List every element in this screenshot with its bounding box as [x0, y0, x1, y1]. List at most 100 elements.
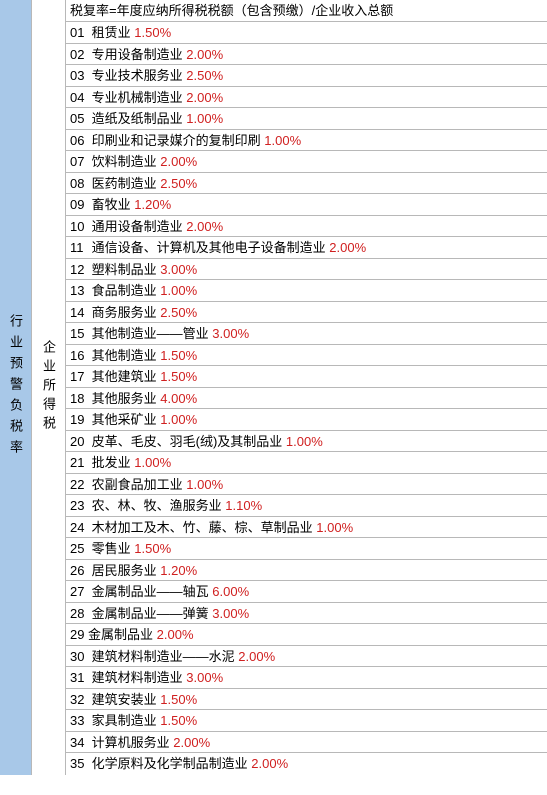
- table-row: 03 专业技术服务业 2.50%: [66, 65, 547, 87]
- industry-label: 其他建筑业: [92, 369, 157, 384]
- tax-rate-percent: 1.00%: [264, 133, 301, 148]
- table-row: 32 建筑安装业 1.50%: [66, 689, 547, 711]
- tax-rate-percent: 3.00%: [160, 262, 197, 277]
- tax-rate-percent: 1.00%: [160, 283, 197, 298]
- industry-label: 通信设备、计算机及其他电子设备制造业: [92, 240, 326, 255]
- tax-rate-percent: 2.50%: [186, 68, 223, 83]
- table-row: 19 其他采矿业 1.00%: [66, 409, 547, 431]
- table-row: 15 其他制造业——管业 3.00%: [66, 323, 547, 345]
- table-row: 01 租赁业 1.50%: [66, 22, 547, 44]
- row-number: 34: [70, 732, 88, 754]
- table-row: 20 皮革、毛皮、羽毛(绒)及其制品业 1.00%: [66, 431, 547, 453]
- row-number: 22: [70, 474, 88, 496]
- table-row: 04 专业机械制造业 2.00%: [66, 87, 547, 109]
- industry-label: 其他服务业: [92, 391, 157, 406]
- industry-label: 饮料制造业: [92, 154, 157, 169]
- category-label: 行业预警负税率: [6, 314, 25, 461]
- tax-rate-percent: 1.50%: [160, 348, 197, 363]
- tax-rate-percent: 2.00%: [173, 735, 210, 750]
- category-label-column: 行业预警负税率: [0, 0, 32, 775]
- industry-label: 租赁业: [92, 25, 131, 40]
- row-number: 33: [70, 710, 88, 732]
- formula-text: 税复率=年度应纳所得税税额（包含预缴）/企业收入总额: [70, 3, 393, 18]
- industry-label: 金属制品业: [88, 627, 153, 642]
- row-number: 27: [70, 581, 88, 603]
- industry-label: 畜牧业: [92, 197, 131, 212]
- row-number: 24: [70, 517, 88, 539]
- tax-rate-percent: 2.00%: [157, 627, 194, 642]
- row-number: 08: [70, 173, 88, 195]
- industry-label: 专业技术服务业: [92, 68, 183, 83]
- industry-label: 化学原料及化学制品制造业: [92, 756, 248, 771]
- row-number: 14: [70, 302, 88, 324]
- row-number: 16: [70, 345, 88, 367]
- row-number: 20: [70, 431, 88, 453]
- industry-label: 造纸及纸制品业: [92, 111, 183, 126]
- row-number: 11: [70, 237, 88, 259]
- industry-label: 专业机械制造业: [92, 90, 183, 105]
- tax-rate-percent: 4.00%: [160, 391, 197, 406]
- industry-label: 食品制造业: [92, 283, 157, 298]
- tax-rate-percent: 6.00%: [212, 584, 249, 599]
- industry-label: 居民服务业: [92, 563, 157, 578]
- industry-label: 专用设备制造业: [92, 47, 183, 62]
- table-row: 24 木材加工及木、竹、藤、棕、草制品业 1.00%: [66, 517, 547, 539]
- row-number: 09: [70, 194, 88, 216]
- industry-label: 商务服务业: [92, 305, 157, 320]
- industry-label: 批发业: [92, 455, 131, 470]
- data-column: 税复率=年度应纳所得税税额（包含预缴）/企业收入总额 01 租赁业 1.50%0…: [66, 0, 547, 775]
- table-row: 18 其他服务业 4.00%: [66, 388, 547, 410]
- industry-label: 其他制造业——管业: [92, 326, 209, 341]
- tax-rate-percent: 3.00%: [212, 326, 249, 341]
- industry-label: 其他制造业: [92, 348, 157, 363]
- industry-label: 建筑材料制造业: [92, 670, 183, 685]
- table-row: 16 其他制造业 1.50%: [66, 345, 547, 367]
- row-number: 29: [70, 624, 88, 646]
- table-row: 11 通信设备、计算机及其他电子设备制造业 2.00%: [66, 237, 547, 259]
- industry-label: 通用设备制造业: [92, 219, 183, 234]
- tax-rate-percent: 1.20%: [134, 197, 171, 212]
- industry-label: 其他采矿业: [92, 412, 157, 427]
- industry-label: 医药制造业: [92, 176, 157, 191]
- tax-type-column: 企业所得税: [32, 0, 66, 775]
- row-number: 32: [70, 689, 88, 711]
- row-number: 19: [70, 409, 88, 431]
- row-number: 31: [70, 667, 88, 689]
- tax-rate-percent: 1.00%: [160, 412, 197, 427]
- table-row: 29金属制品业 2.00%: [66, 624, 547, 646]
- row-number: 17: [70, 366, 88, 388]
- tax-rate-percent: 1.00%: [186, 111, 223, 126]
- tax-type-label: 企业所得税: [39, 340, 58, 435]
- row-number: 12: [70, 259, 88, 281]
- tax-rate-percent: 2.50%: [160, 305, 197, 320]
- table-row: 22 农副食品加工业 1.00%: [66, 474, 547, 496]
- table-row: 27 金属制品业——轴瓦 6.00%: [66, 581, 547, 603]
- industry-label: 塑料制品业: [92, 262, 157, 277]
- tax-rate-percent: 1.00%: [186, 477, 223, 492]
- table-row: 30 建筑材料制造业——水泥 2.00%: [66, 646, 547, 668]
- tax-rate-percent: 1.50%: [160, 369, 197, 384]
- table-row: 02 专用设备制造业 2.00%: [66, 44, 547, 66]
- table-row: 26 居民服务业 1.20%: [66, 560, 547, 582]
- industry-label: 金属制品业——弹簧: [92, 606, 209, 621]
- row-number: 02: [70, 44, 88, 66]
- table-row: 10 通用设备制造业 2.00%: [66, 216, 547, 238]
- row-number: 01: [70, 22, 88, 44]
- tax-rate-percent: 1.50%: [160, 713, 197, 728]
- table-row: 25 零售业 1.50%: [66, 538, 547, 560]
- row-number: 03: [70, 65, 88, 87]
- table-row: 34 计算机服务业 2.00%: [66, 732, 547, 754]
- industry-label: 金属制品业——轴瓦: [92, 584, 209, 599]
- industry-label: 皮革、毛皮、羽毛(绒)及其制品业: [92, 434, 283, 449]
- table-row: 17 其他建筑业 1.50%: [66, 366, 547, 388]
- row-number: 23: [70, 495, 88, 517]
- tax-rate-percent: 1.50%: [134, 541, 171, 556]
- tax-rate-percent: 1.00%: [286, 434, 323, 449]
- row-number: 05: [70, 108, 88, 130]
- row-number: 26: [70, 560, 88, 582]
- tax-rate-percent: 1.10%: [225, 498, 262, 513]
- row-number: 13: [70, 280, 88, 302]
- tax-rate-percent: 1.00%: [316, 520, 353, 535]
- table-row: 35 化学原料及化学制品制造业 2.00%: [66, 753, 547, 775]
- tax-rate-percent: 1.20%: [160, 563, 197, 578]
